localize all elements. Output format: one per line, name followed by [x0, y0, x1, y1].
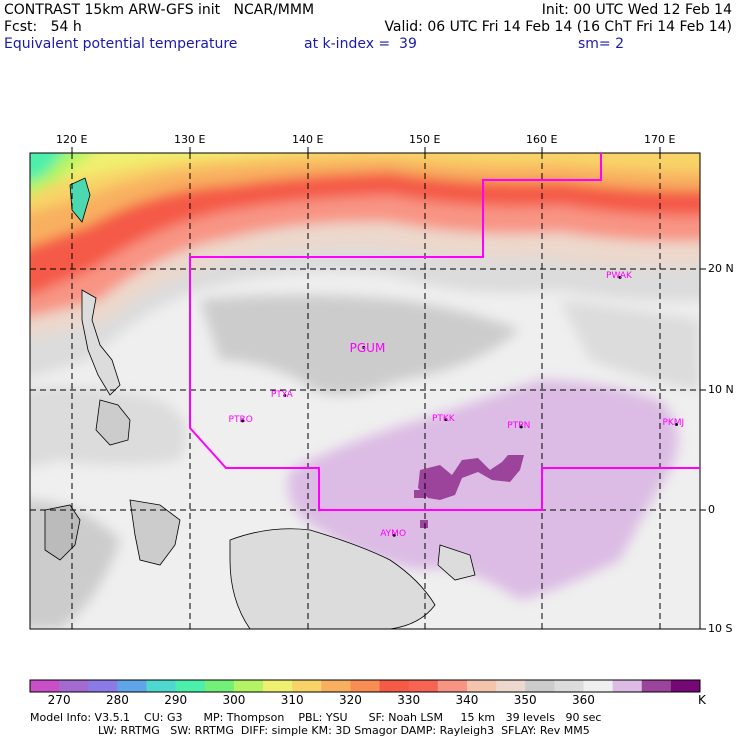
colorbar-swatch — [117, 680, 148, 692]
colorbar-swatch — [496, 680, 526, 692]
colorbar-swatch — [233, 680, 264, 692]
station-dot — [283, 394, 287, 398]
station-label: PGUM — [349, 341, 386, 356]
station-markers — [241, 275, 678, 537]
colorbar-swatch — [204, 680, 235, 692]
colorbar-label: 320 — [338, 693, 362, 707]
longitude-label: 120 E — [56, 133, 88, 146]
colorbar-label: 350 — [513, 693, 537, 707]
colorbar-swatch — [408, 680, 439, 692]
station-dot — [618, 275, 622, 279]
station-dot — [362, 345, 366, 349]
colorbar-swatch — [88, 680, 118, 692]
colorbar-unit: K — [698, 693, 706, 707]
colorbar-swatch — [583, 680, 614, 692]
header-init-time: Init: 00 UTC Wed 12 Feb 14 — [541, 2, 732, 18]
header-smoothing: sm= 2 — [578, 36, 625, 52]
station-label: PTRO — [228, 414, 253, 425]
colorbar-label: 310 — [280, 693, 304, 707]
colorbar-frame — [29, 679, 701, 693]
header-field-name: Equivalent potential temperature — [4, 36, 238, 52]
longitude-label: 170 E — [644, 133, 676, 146]
longitude-label: 140 E — [292, 133, 324, 146]
colorbar-label: 330 — [397, 693, 421, 707]
colorbar-swatch — [146, 680, 177, 692]
station-label: AYMO — [380, 529, 407, 540]
colorbar-label: 280 — [105, 693, 129, 707]
station-label: PTYA — [270, 389, 293, 400]
colorbar-label: 360 — [572, 693, 595, 707]
colorbar-swatch — [670, 680, 701, 692]
colorbar-swatch — [263, 680, 293, 692]
colorbar-swatch — [59, 680, 89, 692]
station-dot — [519, 425, 523, 429]
colorbar-swatch — [641, 680, 672, 692]
header-forecast-hour: Fcst: 54 h — [4, 19, 82, 35]
colorbar-swatch — [525, 680, 555, 692]
colorbar-swatch — [30, 680, 60, 692]
longitude-label: 130 E — [174, 133, 206, 146]
longitude-label: 160 E — [526, 133, 558, 146]
station-dot — [674, 422, 678, 426]
colorbar — [29, 679, 701, 693]
colorbar-swatch — [350, 680, 381, 692]
latitude-label: 20 N — [708, 262, 734, 275]
colorbar-swatch — [321, 680, 351, 692]
theta-e-field — [30, 153, 700, 629]
footer-model-info: Model Info: V3.5.1 CU: G3 MP: Thompson P… — [30, 711, 602, 724]
footer-physics-info: LW: RRTMG SW: RRTMG DIFF: simple KM: 3D … — [98, 724, 590, 737]
latitude-label: 10 N — [708, 383, 734, 396]
station-label: PTKK — [431, 413, 455, 424]
colorbar-swatch — [379, 680, 410, 692]
station-label: PWAK — [606, 271, 632, 282]
colorbar-label: 340 — [455, 693, 479, 707]
station-dot — [241, 419, 245, 423]
colorbar-swatch — [175, 680, 206, 692]
subdomain-boundary-south — [189, 257, 700, 511]
colorbar-swatch — [466, 680, 497, 692]
colorbar-swatch — [437, 680, 468, 692]
colorbar-label: 270 — [47, 693, 71, 707]
colorbar-label: 300 — [222, 693, 246, 707]
header-valid-time: Valid: 06 UTC Fri 14 Feb 14 (16 ChT Fri … — [384, 19, 732, 35]
colorbar-swatch — [612, 680, 643, 692]
header-k-index: at k-index = 39 — [304, 36, 417, 52]
station-dot — [444, 418, 448, 422]
station-label: PTPN — [507, 420, 531, 431]
axis-ticks — [71, 147, 706, 630]
station-label: PKMJ — [662, 418, 685, 429]
longitude-label: 150 E — [409, 133, 441, 146]
header-title: CONTRAST 15km ARW-GFS init NCAR/MMM — [4, 2, 315, 18]
colorbar-swatch — [554, 680, 584, 692]
colorbar-swatch — [292, 680, 322, 692]
colorbar-label: 290 — [164, 693, 188, 707]
station-dot — [392, 533, 396, 537]
latitude-label: 0 — [708, 503, 715, 516]
subdomain-boundary-north — [190, 153, 602, 258]
latitude-label: 10 S — [708, 622, 733, 635]
